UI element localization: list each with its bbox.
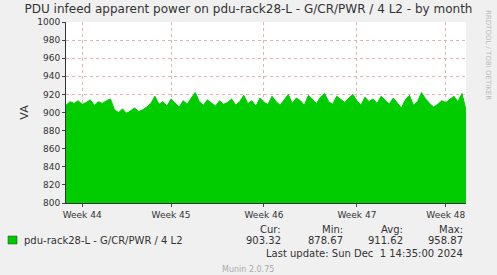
svg-text:Munin 2.0.75: Munin 2.0.75 bbox=[222, 265, 274, 274]
svg-text:860: 860 bbox=[43, 144, 60, 154]
svg-text:pdu-rack28-L - G/CR/PWR / 4 L2: pdu-rack28-L - G/CR/PWR / 4 L2 bbox=[24, 235, 183, 246]
svg-text:940: 940 bbox=[43, 71, 60, 81]
svg-text:Week 44: Week 44 bbox=[63, 210, 102, 220]
svg-text:878.67: 878.67 bbox=[308, 235, 343, 246]
svg-text:900: 900 bbox=[43, 108, 60, 118]
svg-text:Week 45: Week 45 bbox=[152, 210, 191, 220]
svg-text:Last update: Sun Dec 1 14:35:: Last update: Sun Dec 1 14:35:00 2024 bbox=[266, 248, 463, 259]
svg-text:903.32: 903.32 bbox=[246, 235, 281, 246]
svg-text:Week 48: Week 48 bbox=[426, 210, 465, 220]
svg-text:920: 920 bbox=[43, 90, 60, 100]
svg-text:958.87: 958.87 bbox=[428, 235, 463, 246]
svg-text:800: 800 bbox=[43, 198, 60, 208]
svg-text:1000: 1000 bbox=[37, 17, 60, 27]
svg-text:960: 960 bbox=[43, 53, 60, 63]
svg-text:820: 820 bbox=[43, 180, 60, 190]
svg-text:Min:: Min: bbox=[322, 224, 343, 235]
svg-text:VA: VA bbox=[18, 105, 31, 120]
svg-text:PDU infeed apparent power on p: PDU infeed apparent power on pdu-rack28-… bbox=[25, 2, 473, 16]
svg-text:911.62: 911.62 bbox=[368, 235, 403, 246]
svg-text:Avg:: Avg: bbox=[381, 224, 403, 235]
svg-text:Week 47: Week 47 bbox=[337, 210, 376, 220]
svg-text:Cur:: Cur: bbox=[260, 224, 281, 235]
svg-text:Week 46: Week 46 bbox=[244, 210, 283, 220]
svg-text:Max:: Max: bbox=[439, 224, 463, 235]
svg-text:980: 980 bbox=[43, 35, 60, 45]
svg-text:840: 840 bbox=[43, 162, 60, 172]
svg-text:RRDTOOL / TOBI OETIKER: RRDTOOL / TOBI OETIKER bbox=[484, 10, 492, 100]
svg-text:880: 880 bbox=[43, 126, 60, 136]
